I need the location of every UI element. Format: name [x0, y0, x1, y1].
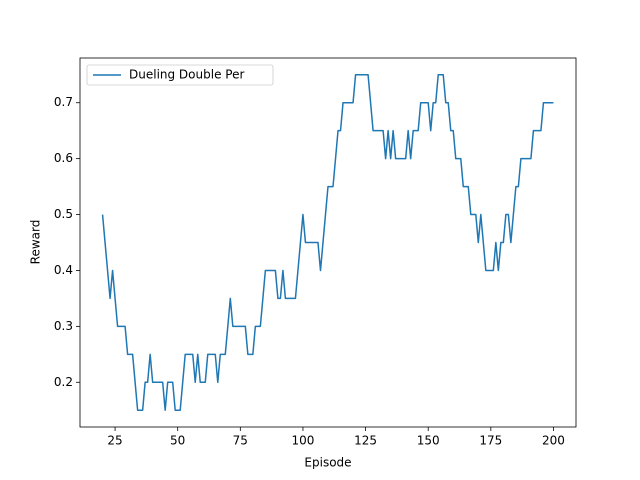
x-tick-label: 25 — [107, 434, 122, 448]
y-tick-label: 0.5 — [54, 207, 73, 221]
y-axis-label: Reward — [29, 220, 43, 265]
x-tick-label: 75 — [233, 434, 248, 448]
legend-box — [86, 64, 274, 86]
plot-frame — [79, 57, 577, 428]
y-tick-label: 0.6 — [54, 151, 73, 165]
y-tick-label: 0.4 — [54, 263, 73, 277]
x-axis-label: Episode — [304, 456, 351, 470]
x-tick-label: 150 — [417, 434, 440, 448]
y-tick-label: 0.7 — [54, 95, 73, 109]
x-tick-label: 200 — [542, 434, 565, 448]
data-line — [101, 74, 554, 411]
x-tick-label: 125 — [354, 434, 377, 448]
x-tick-label: 50 — [170, 434, 185, 448]
x-tick-label: 100 — [291, 434, 314, 448]
y-tick-label: 0.3 — [54, 319, 73, 333]
legend-label: Dueling Double Per — [129, 68, 244, 82]
x-tick-label: 175 — [479, 434, 502, 448]
y-tick-label: 0.2 — [54, 375, 73, 389]
